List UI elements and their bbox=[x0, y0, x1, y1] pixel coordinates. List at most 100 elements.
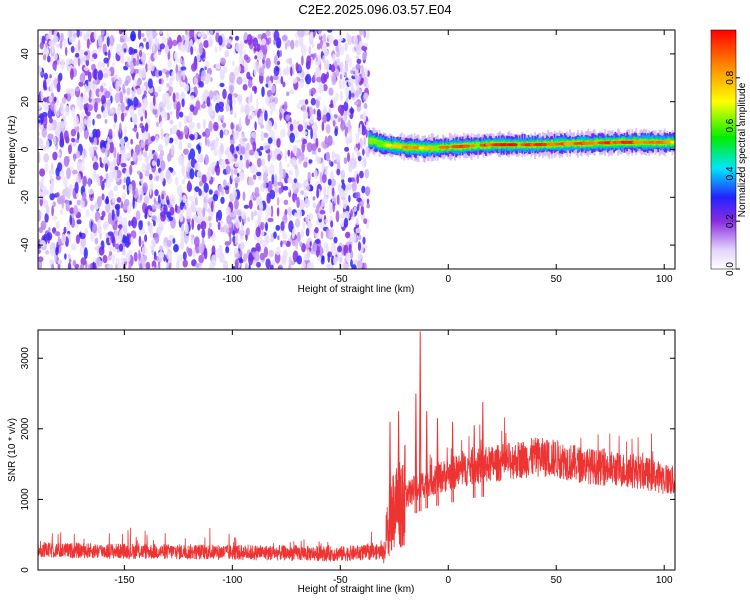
noise-blob bbox=[297, 30, 303, 38]
noise-blob bbox=[201, 229, 206, 239]
noise-blob bbox=[99, 160, 103, 168]
noise-blob bbox=[220, 158, 226, 169]
noise-blob bbox=[169, 111, 173, 115]
noise-blob bbox=[355, 191, 361, 199]
noise-blob bbox=[195, 216, 199, 224]
noise-blob bbox=[329, 205, 333, 215]
noise-blob bbox=[228, 231, 232, 238]
noise-blob bbox=[252, 174, 257, 180]
noise-blob bbox=[316, 109, 321, 118]
noise-blob bbox=[171, 125, 178, 135]
noise-blob bbox=[287, 149, 291, 157]
x-tick-label: -100 bbox=[222, 274, 242, 285]
x-tick-label: -150 bbox=[114, 274, 134, 285]
noise-blob bbox=[193, 46, 197, 52]
noise-blob bbox=[268, 80, 272, 90]
noise-blob bbox=[112, 253, 115, 265]
noise-blob bbox=[281, 254, 287, 265]
noise-blob bbox=[337, 245, 342, 253]
noise-blob bbox=[82, 94, 88, 105]
noise-blob bbox=[277, 181, 283, 186]
noise-blob bbox=[333, 236, 338, 244]
noise-blob bbox=[256, 171, 262, 177]
noise-blob bbox=[132, 151, 137, 162]
noise-blob bbox=[49, 74, 52, 79]
noise-blob bbox=[68, 144, 72, 155]
noise-blob bbox=[199, 141, 202, 147]
noise-blob bbox=[277, 235, 280, 241]
noise-blob bbox=[344, 146, 350, 152]
noise-blob bbox=[268, 130, 275, 138]
noise-blob bbox=[122, 216, 127, 228]
noise-blob bbox=[289, 132, 296, 143]
noise-blob bbox=[284, 42, 288, 50]
noise-blob bbox=[159, 245, 164, 252]
noise-blob bbox=[81, 154, 85, 165]
noise-blob bbox=[138, 235, 142, 247]
noise-blob bbox=[39, 41, 44, 50]
signal-band-segment bbox=[435, 146, 438, 151]
noise-blob bbox=[282, 230, 286, 239]
noise-blob bbox=[123, 224, 128, 235]
noise-blob bbox=[308, 46, 312, 55]
noise-blob bbox=[362, 236, 366, 245]
noise-blob bbox=[325, 151, 330, 162]
noise-blob bbox=[42, 53, 47, 61]
noise-blob bbox=[120, 153, 127, 165]
signal-core bbox=[555, 142, 560, 146]
noise-blob bbox=[222, 88, 227, 100]
colorbar-tick-label: 0.4 bbox=[725, 166, 736, 180]
noise-blob bbox=[133, 252, 138, 262]
signal-band-segment bbox=[437, 144, 439, 152]
noise-blob bbox=[53, 103, 57, 116]
noise-blob bbox=[102, 254, 108, 264]
noise-blob bbox=[239, 50, 243, 57]
noise-blob bbox=[327, 30, 333, 33]
noise-blob bbox=[293, 178, 297, 184]
chart-title: C2E2.2025.096.03.57.E04 bbox=[298, 2, 451, 17]
noise-blob bbox=[164, 44, 170, 55]
noise-blob bbox=[141, 245, 148, 256]
noise-blob bbox=[45, 250, 50, 255]
noise-blob bbox=[198, 180, 204, 187]
noise-blob bbox=[219, 129, 224, 139]
noise-blob bbox=[74, 87, 80, 92]
noise-blob bbox=[345, 97, 349, 103]
noise-blob bbox=[361, 45, 368, 52]
noise-blob bbox=[148, 56, 151, 68]
noise-blob bbox=[227, 151, 233, 163]
noise-blob bbox=[242, 84, 248, 91]
noise-blob bbox=[303, 30, 310, 36]
noise-blob bbox=[154, 189, 159, 197]
noise-blob bbox=[130, 236, 134, 244]
noise-blob bbox=[185, 207, 192, 220]
noise-blob bbox=[79, 49, 85, 56]
noise-blob bbox=[267, 137, 273, 144]
noise-blob bbox=[160, 127, 164, 140]
noise-blob bbox=[339, 73, 343, 80]
noise-blob bbox=[281, 35, 288, 41]
noise-blob bbox=[66, 220, 71, 231]
noise-blob bbox=[127, 56, 131, 66]
noise-blob bbox=[161, 36, 167, 45]
noise-blob bbox=[235, 218, 241, 229]
noise-blob bbox=[45, 34, 50, 40]
noise-blob bbox=[336, 52, 340, 58]
noise-blob bbox=[327, 186, 330, 198]
noise-blob bbox=[179, 201, 184, 210]
noise-blob bbox=[120, 112, 125, 122]
noise-blob bbox=[203, 182, 209, 193]
noise-blob bbox=[165, 169, 171, 180]
noise-blob bbox=[104, 90, 111, 99]
noise-blob bbox=[282, 185, 289, 191]
noise-blob bbox=[284, 150, 288, 162]
noise-blob bbox=[183, 114, 188, 125]
noise-blob bbox=[163, 204, 168, 215]
noise-blob bbox=[233, 112, 237, 119]
noise-blob bbox=[46, 204, 50, 215]
noise-blob bbox=[179, 190, 183, 203]
noise-blob bbox=[57, 236, 61, 246]
noise-blob bbox=[205, 191, 208, 203]
noise-blob bbox=[357, 155, 362, 162]
noise-blob bbox=[229, 212, 235, 218]
